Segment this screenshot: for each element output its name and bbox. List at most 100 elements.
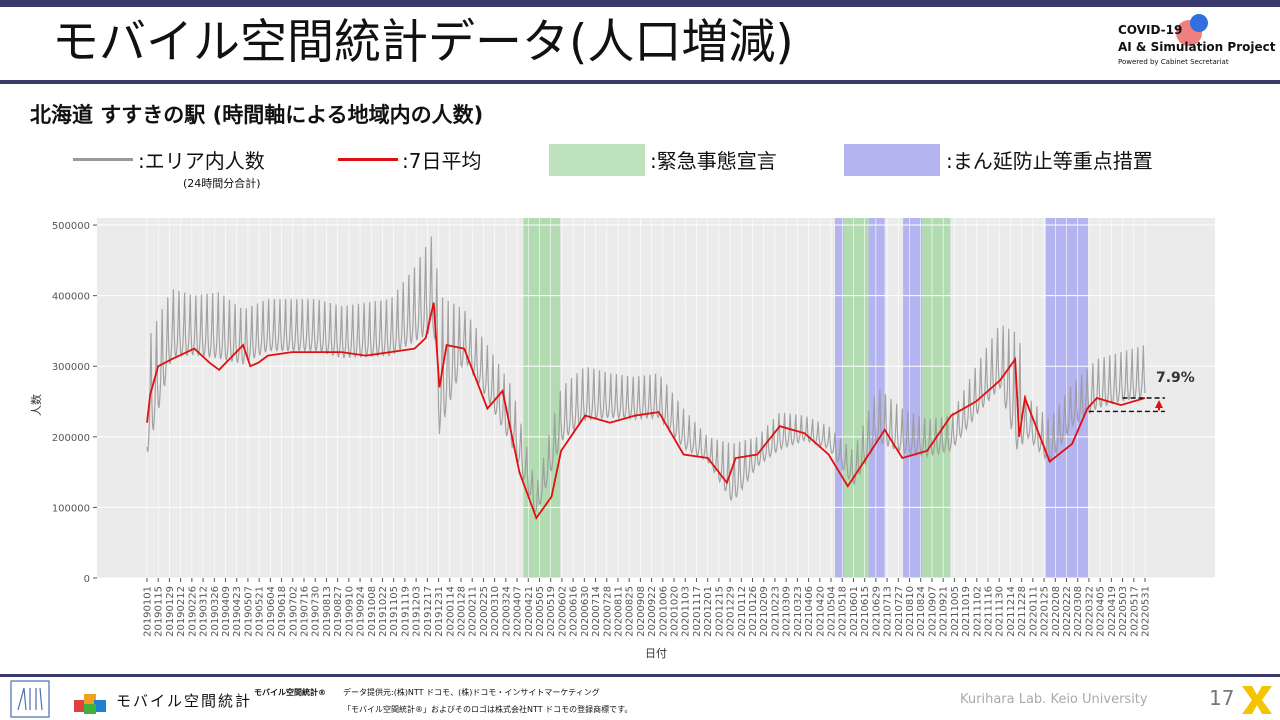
footer-brand: モバイル空間統計	[116, 692, 253, 710]
x-tick-label: 20190730	[311, 586, 322, 637]
x-tick-label: 20200908	[636, 586, 647, 637]
x-tick-label: 20220517	[1129, 586, 1140, 637]
x-tick-label: 20190312	[199, 586, 210, 637]
band-manbo-1	[835, 218, 844, 578]
logo-dot-blue	[1190, 14, 1208, 32]
x-tick-label: 20210504	[827, 586, 838, 637]
y-tick-label: 500000	[52, 221, 90, 232]
x-tick-label: 20201006	[658, 586, 669, 637]
x-tick-label: 20191008	[367, 586, 378, 637]
x-tick-label: 20210824	[916, 586, 927, 637]
x-tick-label: 20211130	[995, 586, 1006, 637]
x-tick-label: 20200114	[445, 586, 456, 637]
x-tick-label: 20191217	[423, 586, 434, 637]
legend-manbo-swatch	[844, 144, 940, 176]
footer-trademark: 「モバイル空間統計®」およびそのロゴは株式会社NTT ドコモの登録商標です。	[343, 705, 633, 714]
x-tick-label: 20200310	[490, 586, 501, 637]
x-tick-label: 20210209	[759, 586, 770, 637]
x-tick-label: 20210629	[871, 586, 882, 637]
x-tick-label: 20210309	[782, 586, 793, 637]
footer-brand-small: モバイル空間統計®	[254, 688, 326, 697]
x-tick-label: 20200811	[613, 586, 624, 637]
x-tick-label: 20190604	[266, 586, 277, 637]
x-tick-label: 20200421	[524, 586, 535, 637]
x-tick-label: 20190129	[165, 586, 176, 637]
x-tick-label: 20190813	[322, 586, 333, 637]
legend-avg-label: :7日平均	[402, 149, 482, 173]
x-tick-label: 20190910	[344, 586, 355, 637]
avg-line	[146, 302, 1146, 520]
x-tick-label: 20190423	[232, 586, 243, 637]
x-tick-label: 20190521	[255, 586, 266, 637]
page-title: モバイル空間統計データ(人口増減)	[52, 15, 794, 70]
x-tick-label: 20201020	[670, 586, 681, 637]
x-tick-label: 20210420	[815, 586, 826, 637]
title-divider	[0, 80, 1280, 84]
x-tick-label: 20220111	[1028, 586, 1039, 637]
x-tick-label: 20220503	[1118, 586, 1129, 637]
y-tick-label: 300000	[52, 362, 90, 373]
legend-raw-note: (24時間分合計)	[183, 177, 261, 190]
x-tick-label: 20190101	[143, 586, 154, 637]
page-number: 17	[1209, 686, 1235, 710]
x-tick-label: 20220222	[1062, 586, 1073, 637]
x-tick-label: 20200128	[456, 586, 467, 637]
x-tick-label: 20220531	[1141, 586, 1152, 637]
project-logo: COVID-19 AI & Simulation Project Powered…	[1118, 14, 1278, 72]
legend-avg-swatch	[338, 158, 398, 161]
x-tick-label: 20211005	[950, 586, 961, 637]
logo-line2: AI & Simulation Project	[1118, 40, 1276, 54]
x-tick-label: 20210323	[793, 586, 804, 637]
x-tick-label: 20211102	[972, 586, 983, 637]
x-tick-label: 20210518	[838, 586, 849, 637]
x-tick-label: 20201215	[714, 586, 725, 637]
footer-divider	[0, 674, 1280, 677]
lab-logo-icon	[10, 680, 50, 718]
x-tick-label: 20200616	[569, 586, 580, 637]
y-tick-label: 0	[84, 574, 90, 585]
legend-manbo-label: :まん延防止等重点措置	[946, 149, 1153, 173]
y-tick-label: 100000	[52, 503, 90, 514]
x-tick-label: 20191119	[400, 586, 411, 637]
band-emergency-0	[523, 218, 561, 578]
x-tick-label: 20210907	[927, 586, 938, 637]
x-tick-label: 20220208	[1051, 586, 1062, 637]
legend-raw-swatch	[73, 158, 133, 161]
logo-line3: Powered by Cabinet Secretariat	[1118, 58, 1229, 66]
legend-emergency-swatch	[549, 144, 645, 176]
footer-lab: Kurihara Lab. Keio University	[960, 692, 1148, 707]
x-tick-label: 20201117	[692, 586, 703, 637]
x-tick-label: 20220419	[1107, 586, 1118, 637]
x-tick-label: 20191022	[378, 586, 389, 637]
legend-raw-label: :エリア内人数	[138, 149, 265, 173]
x-axis-label: 日付	[645, 647, 667, 660]
x-tick-label: 20190212	[176, 586, 187, 637]
x-tick-label: 20210921	[939, 586, 950, 637]
x-tick-label: 20210126	[748, 586, 759, 637]
x-tick-label: 20200505	[535, 586, 546, 637]
x-tick-label: 20201103	[681, 586, 692, 637]
x-tick-label: 20210406	[804, 586, 815, 637]
population-chart: 0 100000 200000 300000 400000 500000 20190101…	[30, 218, 1215, 660]
x-tick-label: 20190115	[154, 586, 165, 637]
x-tick-label: 20200324	[501, 586, 512, 637]
annotation-label: 7.9%	[1156, 370, 1195, 386]
x-tick-label: 20200825	[625, 586, 636, 637]
x-tick-label: 20190924	[356, 586, 367, 637]
band-manbo-6	[1045, 218, 1089, 578]
x-tick-label: 20200728	[602, 586, 613, 637]
x-tick-label: 20200225	[479, 586, 490, 637]
x-tick-label: 20210601	[849, 586, 860, 637]
footer-source: データ提供元:(株)NTT ドコモ、(株)ドコモ・インサイトマーケティング	[343, 688, 600, 697]
x-tick-label: 20210112	[737, 586, 748, 637]
x-tick-label: 20210223	[770, 586, 781, 637]
x-tick-label: 20190702	[288, 586, 299, 637]
x-tick-label: 20201201	[703, 586, 714, 637]
y-tick-label: 400000	[52, 292, 90, 303]
top-bar	[0, 0, 1280, 7]
x-tick-label: 20190618	[277, 586, 288, 637]
annotation-arrow-icon	[1155, 400, 1163, 408]
band-manbo-4	[903, 218, 923, 578]
band-emergency-5	[922, 218, 951, 578]
x-tick-label: 20190326	[210, 586, 221, 637]
